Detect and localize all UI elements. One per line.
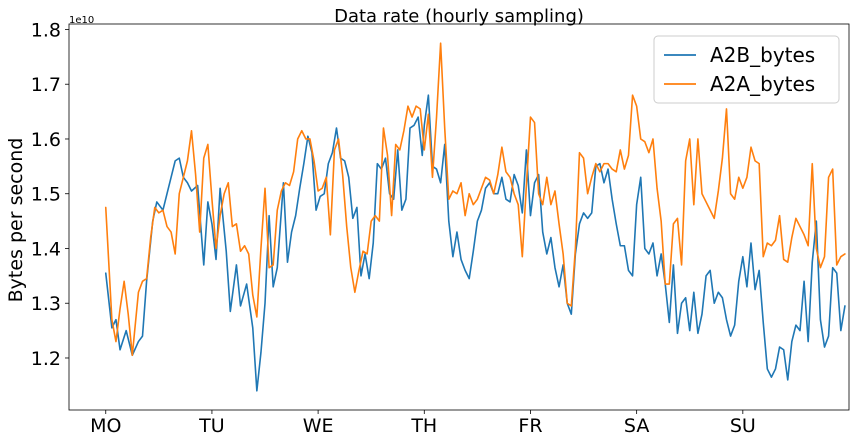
axes: MO TU WE TH FR SA SU 1.2 1.3 1.4 1.5 1.6 1.7 1.8 [31,19,850,437]
x-tick-label-3: TH [410,415,437,437]
x-tick-label-6: SU [730,415,756,437]
x-tick-label-0: MO [90,415,121,437]
legend-box [653,35,840,104]
y-tick-label-6: 1.8 [31,19,61,41]
axes-frame [68,23,850,411]
x-tick-label-2: WE [303,415,334,437]
legend-label-0: A2B_bytes [710,43,815,67]
x-tick-label-1: TU [198,415,225,437]
series-line-1 [104,42,846,357]
x-tick-label-4: FR [518,415,542,437]
y-axis-offset-label: 1e10 [69,15,94,26]
y-tick-label-2: 1.4 [31,238,61,260]
legend-label-1: A2A_bytes [710,72,815,96]
y-tick-label-3: 1.5 [31,184,61,206]
y-tick-label-5: 1.7 [31,74,61,96]
chart-title: Data rate (hourly sampling) [334,6,584,27]
plot-area [104,42,846,392]
series-line-0 [104,94,846,392]
x-tick-label-5: SA [624,415,649,437]
y-tick-label-4: 1.6 [31,129,61,151]
y-tick-label-0: 1.2 [31,348,61,370]
legend: A2B_bytes A2A_bytes [653,35,840,104]
y-tick-label-1: 1.3 [31,293,61,315]
y-axis-label: Bytes per second [5,138,27,303]
